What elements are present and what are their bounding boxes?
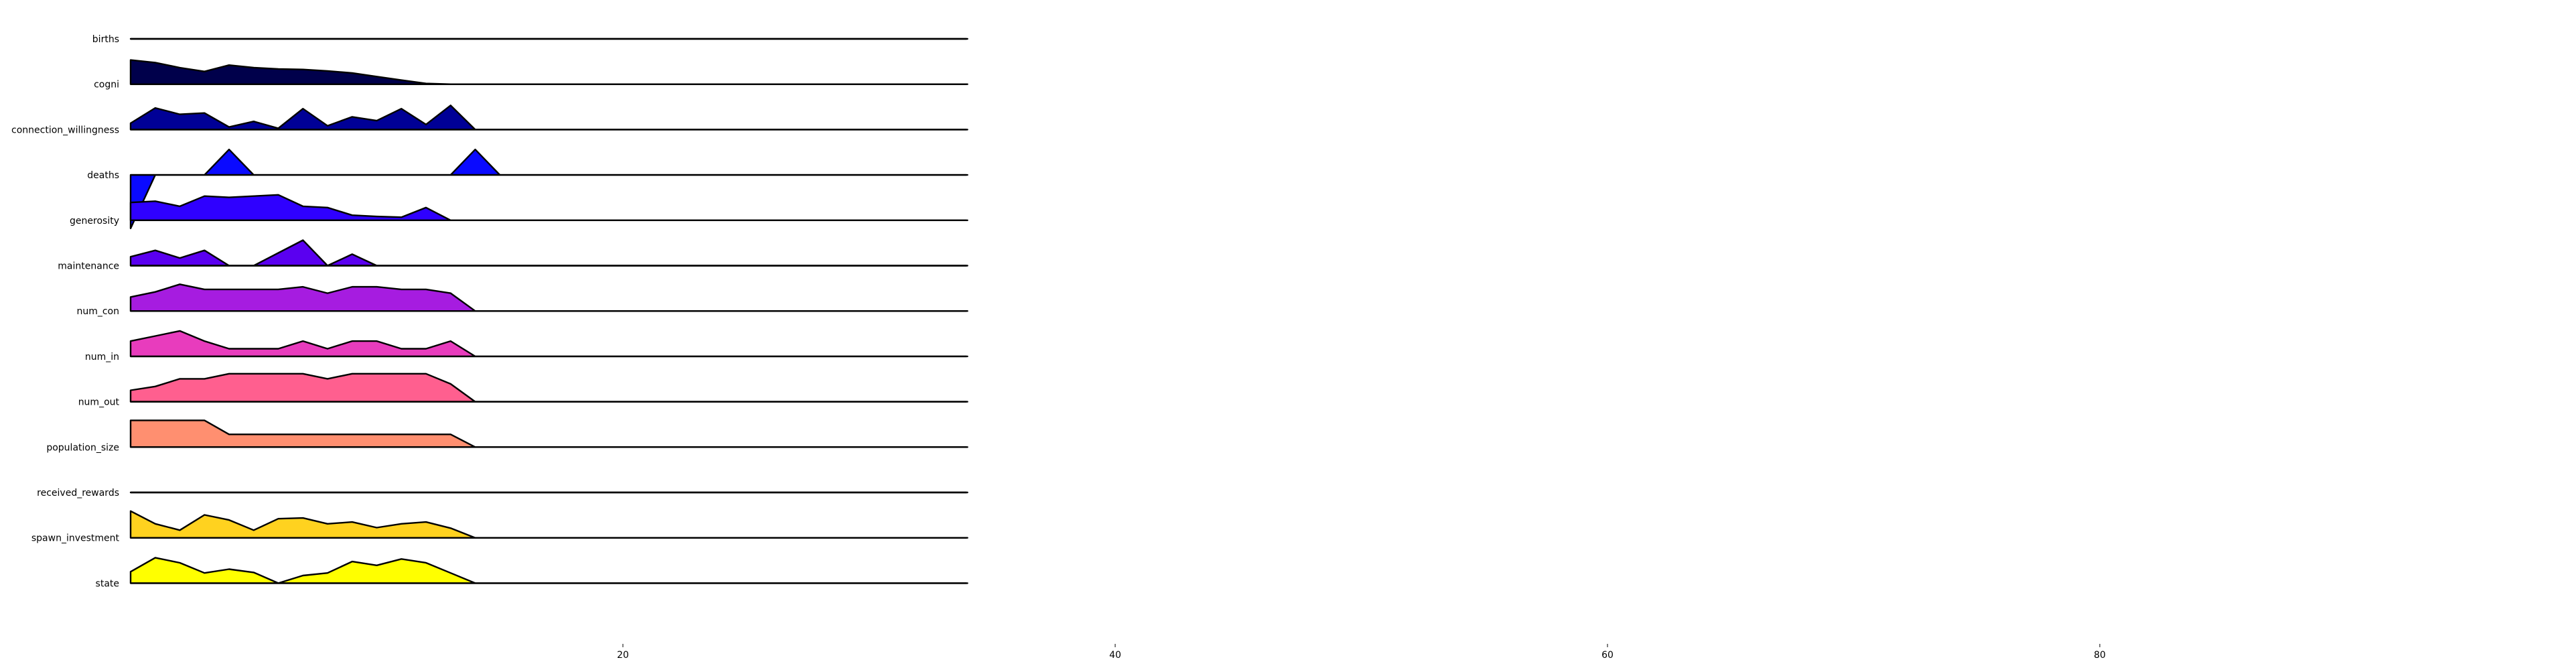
x-tick-label: 80 [2094,650,2106,661]
ridge-spawn-investment: spawn_investment [31,510,969,544]
series-label: births [92,34,119,45]
ridge-connection-willingness: connection_willingness [11,105,969,135]
x-axis: 20 40 60 80 [617,644,2106,661]
series-label: maintenance [58,261,119,272]
x-tick-label: 40 [1109,650,1121,661]
ridge-deaths: deaths [87,148,969,230]
series-label: state [96,578,119,589]
series-label: num_out [78,397,120,408]
ridge-num-out: num_out [78,373,969,408]
x-tick-label: 20 [617,650,629,661]
series-area-population-size [129,419,969,448]
ridge-state: state [96,557,969,589]
series-label: spawn_investment [31,533,120,544]
series-area-num-con [129,283,969,312]
series-label: connection_willingness [11,125,119,135]
ridge-generosity: generosity [70,194,969,226]
series-area-num-out [129,373,969,403]
series-area-state [129,557,969,584]
ridge-maintenance: maintenance [58,239,969,272]
series-area-generosity [129,194,969,221]
series-area-connection-willingness [129,105,969,131]
ridge-num-in: num_in [85,330,969,362]
series-label: population_size [46,442,119,453]
series-label: num_con [76,306,119,317]
x-tick-label: 60 [1601,650,1614,661]
series-label: received_rewards [37,488,119,498]
series-area-spawn-investment [129,510,969,539]
ridge-received-rewards: received_rewards [37,488,969,498]
ridge-population-size: population_size [46,419,969,453]
series-label: num_in [85,352,119,362]
series-label: generosity [70,216,119,226]
ridge-num-con: num_con [76,283,969,317]
series-area-cogni [129,59,969,85]
series-area-num-in [129,330,969,358]
ridge-births: births [92,34,969,45]
series-label: deaths [87,170,119,181]
series-area-maintenance [129,239,969,267]
ridge-cogni: cogni [94,59,969,90]
series-label: cogni [94,80,119,90]
